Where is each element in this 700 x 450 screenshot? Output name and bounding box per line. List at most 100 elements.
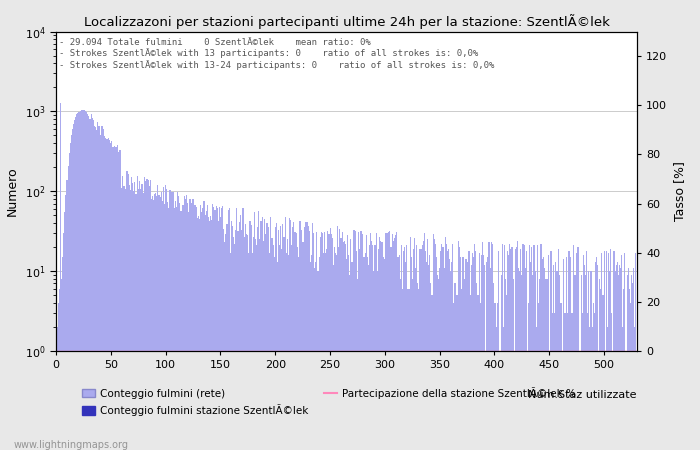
Bar — [497, 303, 498, 450]
Bar — [72, 129, 73, 450]
Bar — [512, 279, 514, 450]
Bar — [340, 238, 342, 450]
Bar — [175, 201, 176, 450]
Bar — [315, 262, 316, 450]
Bar — [589, 327, 590, 450]
Bar — [496, 327, 497, 450]
Bar — [606, 251, 607, 450]
Bar — [206, 205, 208, 450]
Bar — [576, 253, 578, 450]
Bar — [461, 289, 462, 450]
Bar — [424, 233, 425, 450]
Bar — [246, 234, 247, 450]
Bar — [499, 351, 500, 450]
Bar — [605, 351, 606, 450]
Bar — [152, 196, 153, 450]
Bar — [380, 241, 381, 450]
Bar — [520, 249, 522, 450]
Bar — [252, 253, 253, 450]
Bar — [555, 262, 556, 450]
Bar — [372, 245, 373, 450]
Bar — [179, 203, 181, 450]
Bar — [361, 231, 363, 450]
Bar — [174, 208, 175, 450]
Bar — [588, 271, 589, 450]
Bar — [183, 197, 185, 450]
Bar — [564, 313, 565, 450]
Bar — [350, 239, 351, 450]
Bar — [190, 198, 191, 450]
Bar — [154, 194, 155, 450]
Bar — [284, 237, 285, 450]
Bar — [526, 251, 527, 450]
Text: - 29.094 Totale fulmini    0 SzentlÃ©lek    mean ratio: 0%
- Strokes SzentlÃ©lek: - 29.094 Totale fulmini 0 SzentlÃ©lek me… — [59, 38, 494, 70]
Bar — [480, 303, 481, 450]
Bar — [95, 127, 96, 450]
Bar — [556, 271, 557, 450]
Bar — [355, 231, 356, 450]
Bar — [578, 247, 580, 450]
Bar — [76, 114, 78, 450]
Bar — [412, 279, 413, 450]
Bar — [302, 242, 303, 450]
Bar — [299, 220, 300, 450]
Bar — [540, 244, 541, 450]
Bar — [233, 237, 234, 450]
Bar — [166, 189, 167, 450]
Bar — [542, 260, 543, 450]
Bar — [82, 110, 83, 450]
Bar — [371, 241, 372, 450]
Bar — [181, 205, 183, 450]
Bar — [155, 193, 156, 450]
Bar — [365, 235, 367, 450]
Bar — [500, 275, 502, 450]
Bar — [70, 143, 71, 450]
Bar — [153, 200, 154, 450]
Bar — [282, 224, 284, 450]
Bar — [69, 153, 70, 450]
Bar — [247, 235, 248, 450]
Bar — [266, 223, 267, 450]
Bar — [522, 244, 524, 450]
Bar — [227, 224, 228, 450]
Bar — [209, 221, 210, 450]
Bar — [61, 279, 62, 450]
Bar — [607, 327, 608, 450]
Bar — [508, 255, 510, 450]
Bar — [471, 265, 472, 450]
Bar — [506, 295, 507, 450]
Bar — [547, 255, 549, 450]
Bar — [617, 262, 618, 450]
Bar — [396, 232, 398, 450]
Bar — [613, 251, 615, 450]
Bar — [593, 303, 594, 450]
Bar — [348, 255, 349, 450]
Bar — [291, 245, 292, 450]
Bar — [106, 139, 107, 450]
Bar — [338, 247, 339, 450]
Bar — [586, 251, 587, 450]
Bar — [177, 192, 178, 450]
Bar — [621, 255, 622, 450]
Bar — [59, 289, 60, 450]
Bar — [381, 242, 382, 450]
Bar — [611, 313, 612, 450]
Bar — [328, 234, 330, 450]
Bar — [98, 126, 99, 450]
Bar — [357, 279, 358, 450]
Bar — [620, 268, 621, 450]
Bar — [528, 303, 529, 450]
Bar — [109, 140, 111, 450]
Bar — [144, 177, 146, 450]
Bar — [218, 221, 219, 450]
Bar — [277, 262, 278, 450]
Bar — [486, 262, 487, 450]
Bar — [369, 245, 370, 450]
Bar — [321, 232, 322, 450]
Bar — [550, 251, 551, 450]
Bar — [570, 313, 572, 450]
Bar — [411, 257, 412, 450]
Bar — [125, 171, 127, 450]
Bar — [228, 210, 229, 450]
Bar — [601, 253, 603, 450]
